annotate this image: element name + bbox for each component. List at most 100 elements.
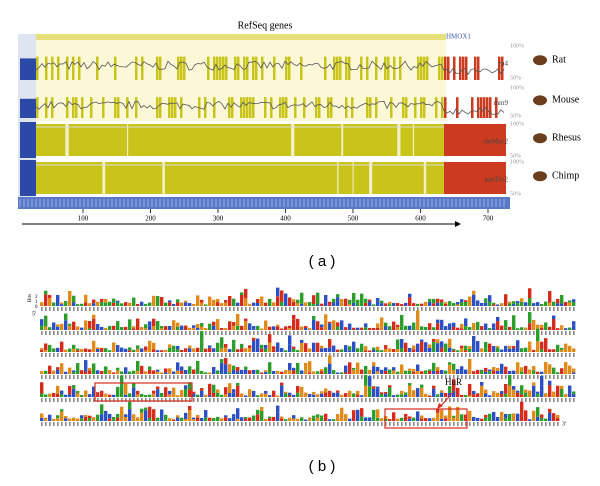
logo-letter bbox=[468, 369, 472, 374]
logo-letter bbox=[152, 390, 156, 394]
logo-letter bbox=[516, 301, 520, 304]
logo-letter bbox=[504, 369, 508, 374]
position-number bbox=[453, 422, 455, 426]
position-number bbox=[441, 353, 443, 357]
position-number bbox=[293, 375, 295, 379]
position-number bbox=[245, 353, 247, 357]
position-number bbox=[109, 331, 111, 335]
logo-letter bbox=[304, 302, 308, 306]
position-number bbox=[537, 307, 539, 311]
logo-letter bbox=[212, 366, 216, 374]
logo-letter bbox=[448, 386, 452, 393]
logo-letter bbox=[88, 368, 92, 371]
position-number bbox=[153, 353, 155, 357]
logo-letter bbox=[212, 418, 216, 421]
logo-letter bbox=[448, 406, 452, 419]
logo-letter bbox=[536, 416, 540, 421]
logo-letter bbox=[392, 367, 396, 371]
logo-letter bbox=[416, 388, 420, 397]
position-number bbox=[241, 375, 243, 379]
logo-letter bbox=[456, 369, 460, 372]
conservation-bar bbox=[279, 97, 282, 118]
position-number bbox=[545, 375, 547, 379]
logo-letter bbox=[104, 410, 108, 421]
conservation-bar bbox=[228, 97, 231, 118]
logo-letter bbox=[88, 394, 92, 397]
logo-letter bbox=[200, 302, 204, 306]
logo-letter bbox=[548, 380, 552, 386]
logo-letter bbox=[312, 295, 316, 304]
position-number bbox=[409, 331, 411, 335]
logo-letter bbox=[320, 303, 324, 306]
logo-letter bbox=[152, 299, 156, 306]
position-number bbox=[409, 398, 411, 402]
logo-letter bbox=[56, 324, 60, 327]
position-number bbox=[557, 422, 559, 426]
conservation-bar bbox=[117, 97, 120, 118]
logo-letter bbox=[504, 418, 508, 421]
position-number bbox=[381, 422, 383, 426]
logo-letter bbox=[216, 416, 220, 421]
logo-letter bbox=[304, 370, 308, 374]
logo-letter bbox=[532, 410, 536, 421]
logo-letter bbox=[280, 301, 284, 306]
position-number bbox=[509, 422, 511, 426]
logo-letter bbox=[332, 392, 336, 397]
position-number bbox=[541, 398, 543, 402]
logo-letter bbox=[564, 328, 568, 330]
logo-letter bbox=[340, 320, 344, 330]
position-number bbox=[41, 422, 43, 426]
position-number bbox=[289, 422, 291, 426]
logo-letter bbox=[572, 368, 576, 373]
logo-letter bbox=[468, 410, 472, 421]
logo-letter bbox=[192, 327, 196, 330]
position-number bbox=[97, 375, 99, 379]
logo-letter bbox=[288, 392, 292, 396]
conservation-bar bbox=[402, 97, 405, 118]
logo-letter bbox=[484, 298, 488, 303]
position-number bbox=[229, 353, 231, 357]
logo-letter bbox=[264, 302, 268, 306]
logo-letter bbox=[168, 390, 172, 395]
logo-letter bbox=[476, 300, 480, 305]
track-max: 100% bbox=[510, 85, 524, 91]
conservation-bar bbox=[225, 56, 228, 80]
position-number bbox=[121, 398, 123, 402]
logo-letter bbox=[304, 392, 308, 397]
logo-letter bbox=[292, 299, 296, 302]
logo-letter bbox=[188, 370, 192, 374]
logo-letter bbox=[152, 413, 156, 421]
position-number bbox=[285, 398, 287, 402]
logo-letter bbox=[408, 383, 412, 386]
logo-letter bbox=[148, 369, 152, 374]
position-number bbox=[189, 375, 191, 379]
position-number bbox=[361, 422, 363, 426]
position-number bbox=[521, 353, 523, 357]
position-number bbox=[553, 422, 555, 426]
position-number bbox=[497, 375, 499, 379]
conservation-bar bbox=[204, 97, 207, 118]
logo-letter bbox=[488, 301, 492, 306]
logo-letter bbox=[440, 390, 444, 393]
axis-tick-label: 200 bbox=[145, 215, 156, 223]
species-icon bbox=[533, 55, 547, 66]
logo-letter bbox=[420, 384, 424, 388]
logo-letter bbox=[224, 394, 228, 397]
logo-letter bbox=[264, 348, 268, 352]
position-number bbox=[333, 398, 335, 402]
position-number bbox=[257, 331, 259, 335]
logo-letter bbox=[280, 348, 284, 352]
position-number bbox=[437, 398, 439, 402]
logo-letter bbox=[396, 339, 400, 350]
logo-letter bbox=[228, 349, 232, 352]
logo-letter bbox=[172, 387, 176, 397]
logo-letter bbox=[536, 324, 540, 329]
position-number bbox=[549, 307, 551, 311]
logo-letter bbox=[572, 325, 576, 330]
logo-letter bbox=[480, 418, 484, 421]
position-number bbox=[65, 375, 67, 379]
logo-letter bbox=[504, 366, 508, 370]
position-number bbox=[109, 375, 111, 379]
logo-letter bbox=[312, 342, 316, 352]
logo-letter bbox=[128, 401, 132, 410]
